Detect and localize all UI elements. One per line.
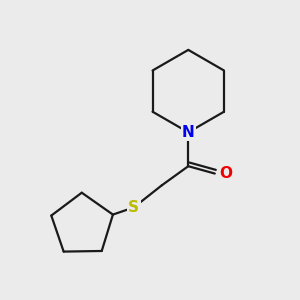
Text: S: S xyxy=(128,200,139,215)
Text: N: N xyxy=(182,125,195,140)
Text: O: O xyxy=(219,166,232,181)
